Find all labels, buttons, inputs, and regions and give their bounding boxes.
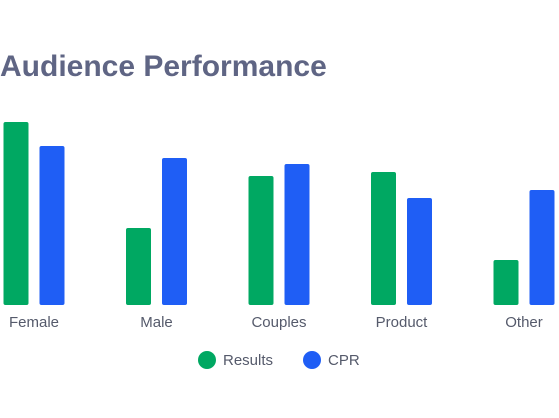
legend-label: CPR [328,352,360,369]
bar [407,198,432,305]
bar [493,260,519,305]
bar [248,176,274,305]
bar [529,190,555,305]
x-tick-label: Other [505,314,543,331]
legend-marker [198,351,216,369]
bar [371,172,396,305]
x-tick-label: Male [140,314,173,331]
x-tick-label: Product [376,314,429,331]
bar [39,146,65,305]
bar [3,122,29,305]
legend-label: Results [223,352,273,369]
bar [126,228,151,305]
legend-marker [303,351,321,369]
bar [284,164,310,305]
x-tick-label: Couples [251,314,306,331]
chart-title: Audience Performance [0,50,327,83]
bar [162,158,187,305]
x-tick-label: Female [9,314,59,331]
